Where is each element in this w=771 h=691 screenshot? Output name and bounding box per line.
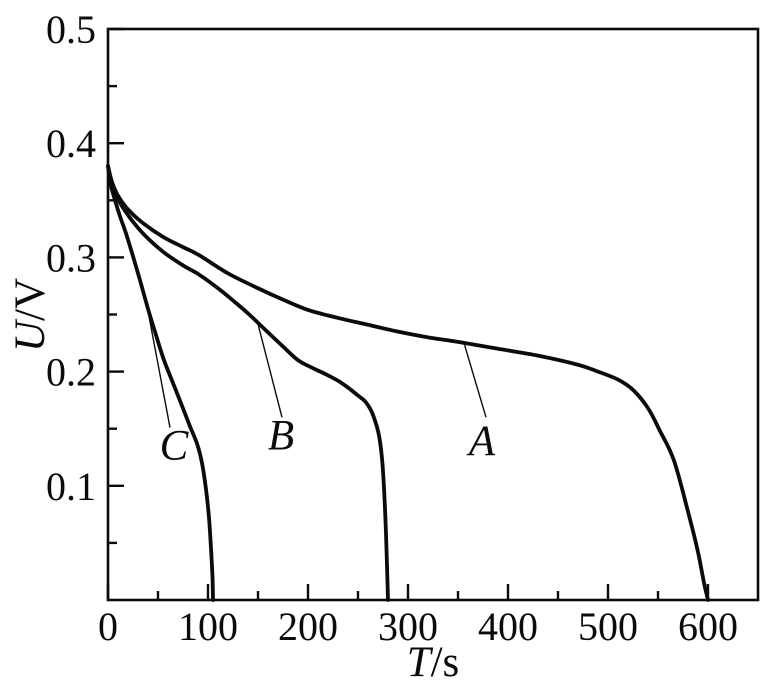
axis-ticks (106, 27, 710, 600)
x-tick-label: 100 (178, 604, 238, 649)
series-label-b: B (268, 412, 294, 459)
x-tick-label: 300 (378, 604, 438, 649)
x-axis-title: T/s (407, 639, 460, 686)
x-tick-label: 600 (678, 604, 738, 649)
series-label-a: A (466, 418, 496, 465)
curves (106, 164, 710, 602)
y-tick-label: 0.5 (46, 7, 96, 52)
leader-line-c (147, 310, 171, 428)
leader-line-b (256, 320, 283, 418)
y-tick-label: 0.1 (46, 464, 96, 509)
y-axis-title: U/V (7, 278, 54, 352)
plot-frame-group (106, 27, 760, 602)
curve-a (106, 164, 710, 602)
x-tick-label: 400 (478, 604, 538, 649)
tick-labels: 0 100 200 300 400 500 600 0.1 0.2 0.3 0.4 0.5 (46, 7, 738, 649)
y-tick-label: 0.3 (46, 235, 96, 280)
y-tick-label: 0.4 (46, 121, 96, 166)
curve-annotations: A B C (147, 310, 496, 470)
x-tick-label: 500 (578, 604, 638, 649)
x-tick-label: 0 (98, 604, 118, 649)
series-label-c: C (160, 423, 190, 470)
axis-titles: T/s U/V (7, 278, 459, 686)
leader-line-a (463, 342, 487, 418)
plot-frame (106, 27, 760, 602)
curve-c (106, 164, 215, 602)
curve-b (106, 164, 390, 602)
x-tick-label: 200 (278, 604, 338, 649)
y-tick-label: 0.2 (46, 350, 96, 395)
